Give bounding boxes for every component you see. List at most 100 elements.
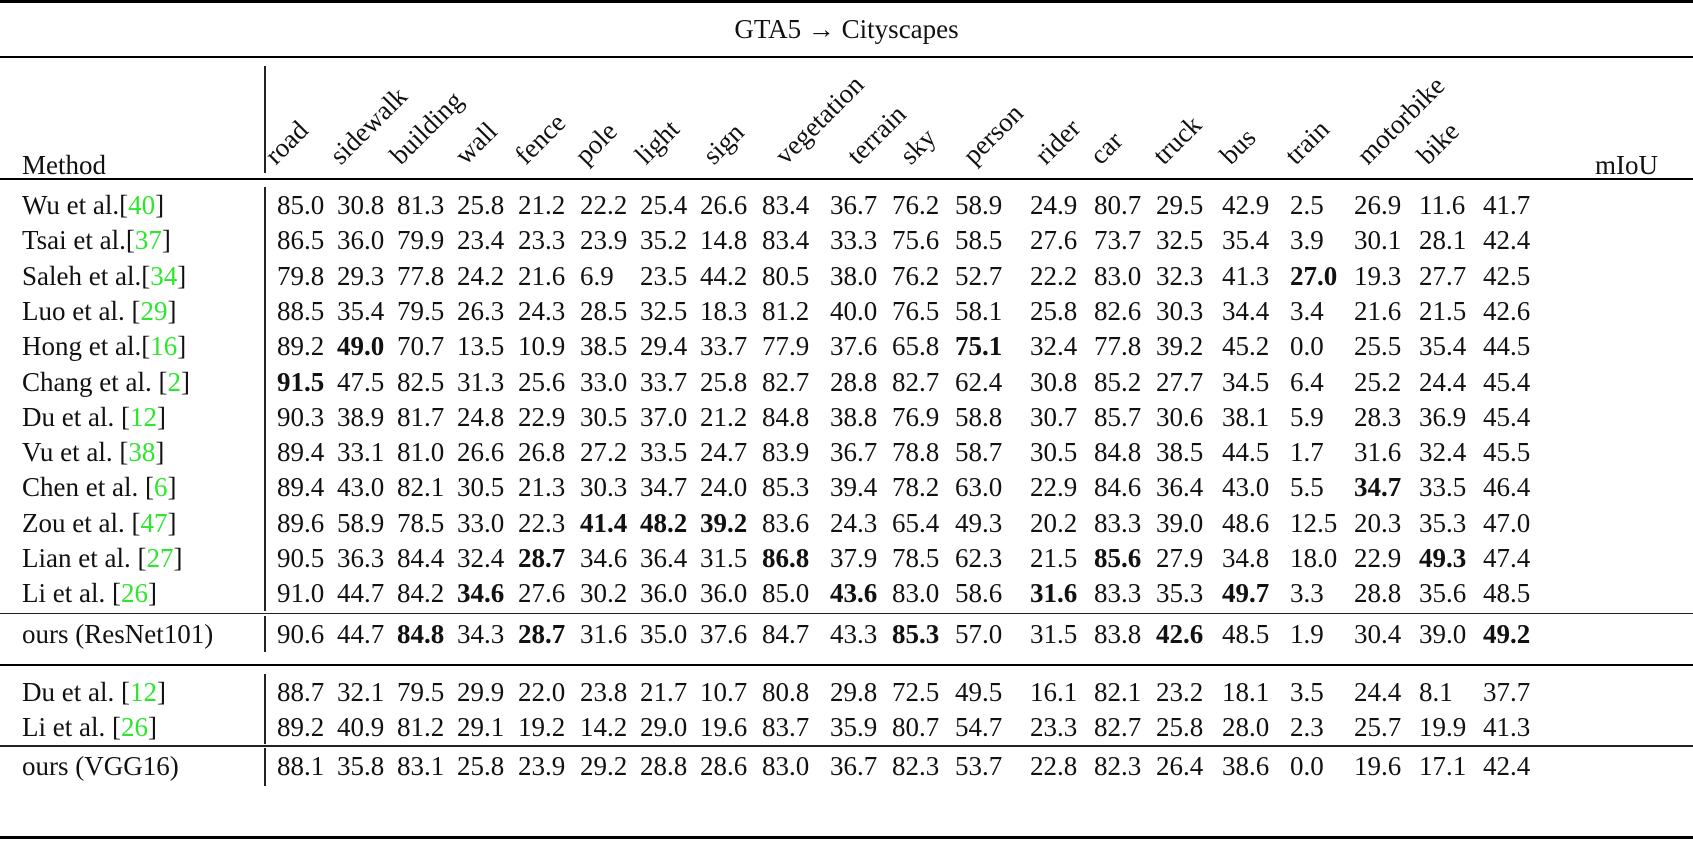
citation-link[interactable]: 37 <box>134 225 162 256</box>
cell-bus: 28.0 <box>1222 711 1270 742</box>
citation-bracket-open: [ <box>138 472 154 503</box>
cell-building: 70.7 <box>397 331 445 362</box>
citation-link[interactable]: 26 <box>120 578 148 609</box>
cell-person: 58.6 <box>955 578 1003 609</box>
cell-train: 6.4 <box>1290 366 1324 397</box>
cell-rider: 22.9 <box>1030 472 1078 503</box>
method-name: Saleh et al.[34] <box>22 258 186 294</box>
cell-train: 5.5 <box>1290 472 1324 503</box>
cell-train: 1.7 <box>1290 437 1324 468</box>
cell-vegetation: 83.6 <box>762 507 810 538</box>
cell-sidewalk: 44.7 <box>337 618 385 649</box>
cell-bike: 35.3 <box>1419 507 1467 538</box>
cell-miou: 45.5 <box>1483 437 1531 468</box>
cell-truck: 27.7 <box>1156 366 1204 397</box>
column-header-wall: wall <box>448 115 503 170</box>
cell-vegetation: 80.5 <box>762 260 810 291</box>
cell-person: 63.0 <box>955 472 1003 503</box>
citation-link[interactable]: 29 <box>140 295 168 326</box>
table-row: Wu et al.[40] 85.0 30.8 81.3 25.8 21.2 22.2 25.… <box>0 187 1693 223</box>
citation-link[interactable]: 6 <box>153 472 168 503</box>
method-label: ours (ResNet101) <box>22 618 214 649</box>
citation-link[interactable]: 38 <box>128 437 156 468</box>
cell-miou: 45.4 <box>1483 401 1531 432</box>
cell-rider: 24.9 <box>1030 190 1078 220</box>
cell-light: 33.7 <box>640 366 688 397</box>
citation-link[interactable]: 16 <box>150 331 178 362</box>
cell-bike: 24.4 <box>1419 366 1467 397</box>
cell-bike: 35.4 <box>1419 331 1467 362</box>
method-label: Chang et al. <box>22 366 152 397</box>
cell-terrain: 28.8 <box>830 366 878 397</box>
cell-light: 25.4 <box>640 190 688 220</box>
table-row: Li et al. [26] 91.0 44.7 84.2 34.6 27.6 30.2 36… <box>0 575 1693 611</box>
citation-link[interactable]: 34 <box>150 260 178 291</box>
column-header-road: road <box>258 114 314 170</box>
cell-miou: 47.0 <box>1483 507 1531 538</box>
cell-person: 58.8 <box>955 401 1003 432</box>
citation-bracket-open: [ <box>151 366 168 397</box>
cell-motorbike: 34.7 <box>1354 472 1402 503</box>
cell-building: 82.1 <box>397 472 445 503</box>
cell-fence: 25.6 <box>518 366 566 397</box>
cell-car: 85.6 <box>1094 543 1142 573</box>
top-rule <box>0 0 1693 3</box>
cell-light: 33.5 <box>640 437 688 468</box>
cell-light: 48.2 <box>640 507 688 538</box>
cell-miou: 44.5 <box>1483 331 1531 362</box>
method-label: Li et al. <box>22 711 106 742</box>
cell-bus: 38.6 <box>1222 751 1270 782</box>
method-label: Saleh et al. <box>22 260 142 291</box>
cell-person: 49.5 <box>955 676 1003 707</box>
cell-person: 58.5 <box>955 225 1003 256</box>
cell-sky: 75.6 <box>892 225 940 256</box>
citation-link[interactable]: 2 <box>167 366 181 397</box>
cell-building: 81.7 <box>397 401 445 432</box>
cell-fence: 22.0 <box>518 676 566 707</box>
cell-person: 57.0 <box>955 618 1003 649</box>
column-header-light: light <box>628 113 686 170</box>
cell-wall: 29.1 <box>457 711 505 742</box>
cell-person: 49.3 <box>955 507 1003 538</box>
citation-bracket-open: [ <box>141 331 151 362</box>
cell-wall: 30.5 <box>457 472 505 503</box>
citation-bracket-open: [ <box>114 676 130 707</box>
cell-car: 83.8 <box>1094 618 1142 649</box>
cell-terrain: 37.6 <box>830 331 878 362</box>
cell-road: 89.2 <box>277 331 325 362</box>
citation-bracket-open: [ <box>130 543 147 573</box>
cell-road: 89.4 <box>277 472 325 503</box>
cell-car: 82.1 <box>1094 676 1142 707</box>
method-label: Zou et al. <box>22 507 125 538</box>
citation-bracket-open: [ <box>112 437 129 468</box>
cell-bus: 34.5 <box>1222 366 1270 397</box>
cell-rider: 31.5 <box>1030 618 1078 649</box>
column-header-train: train <box>1278 113 1335 170</box>
column-header-pole: pole <box>568 115 623 170</box>
citation-link[interactable]: 40 <box>128 190 156 220</box>
citation-link[interactable]: 47 <box>140 507 168 538</box>
cell-person: 58.7 <box>955 437 1003 468</box>
cell-motorbike: 22.9 <box>1354 543 1402 573</box>
header-divider <box>264 66 266 173</box>
cell-pole: 6.9 <box>580 260 614 291</box>
method-column-header: Method <box>22 150 106 180</box>
cell-vegetation: 77.9 <box>762 331 810 362</box>
citation-link[interactable]: 27 <box>146 543 174 573</box>
cell-rider: 20.2 <box>1030 507 1078 538</box>
cell-motorbike: 19.6 <box>1354 751 1402 782</box>
citation-bracket-close: ] <box>180 366 190 397</box>
method-name: Du et al. [12] <box>22 674 166 710</box>
cell-sign: 24.7 <box>700 437 748 468</box>
cell-sign: 25.8 <box>700 366 748 397</box>
cell-train: 12.5 <box>1290 507 1338 538</box>
citation-link[interactable]: 26 <box>120 711 148 742</box>
cell-fence: 26.8 <box>518 437 566 468</box>
cell-bike: 39.0 <box>1419 618 1467 649</box>
citation-link[interactable]: 12 <box>129 401 157 432</box>
cell-vegetation: 83.4 <box>762 190 810 220</box>
column-header-truck: truck <box>1146 109 1208 170</box>
method-label: Du et al. <box>22 401 115 432</box>
cell-sign: 24.0 <box>700 472 748 503</box>
citation-link[interactable]: 12 <box>129 676 157 707</box>
